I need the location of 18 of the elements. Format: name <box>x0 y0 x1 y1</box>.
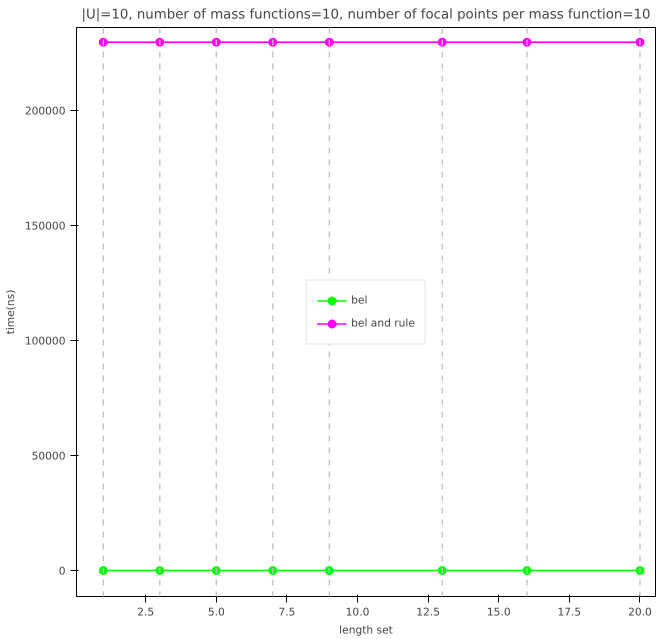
x-tick-label: 10.0 <box>346 606 370 618</box>
x-tick-label: 17.5 <box>557 606 582 618</box>
chart-title: |U|=10, number of mass functions=10, number of focal points per mass function=10 <box>82 8 650 22</box>
y-tick-label: 150000 <box>24 219 66 232</box>
x-tick-label: 5.0 <box>208 606 225 618</box>
x-tick-label: 15.0 <box>486 606 511 618</box>
x-tick-label: 12.5 <box>416 606 440 618</box>
y-tick-label: 0 <box>58 564 66 578</box>
y-tick-label: 100000 <box>24 334 66 348</box>
x-tick-label: 20.0 <box>628 606 652 618</box>
x-tick-label: 7.5 <box>278 606 296 618</box>
x-axis-title: length set <box>339 624 393 636</box>
y-tick-label: 200000 <box>24 104 66 118</box>
y-axis-title: time(ns) <box>4 290 17 334</box>
x-tick-label: 2.5 <box>137 606 154 618</box>
legend-label: bel and rule <box>351 316 415 330</box>
y-tick-label: 50000 <box>32 449 66 462</box>
legend-label: bel <box>351 294 368 306</box>
